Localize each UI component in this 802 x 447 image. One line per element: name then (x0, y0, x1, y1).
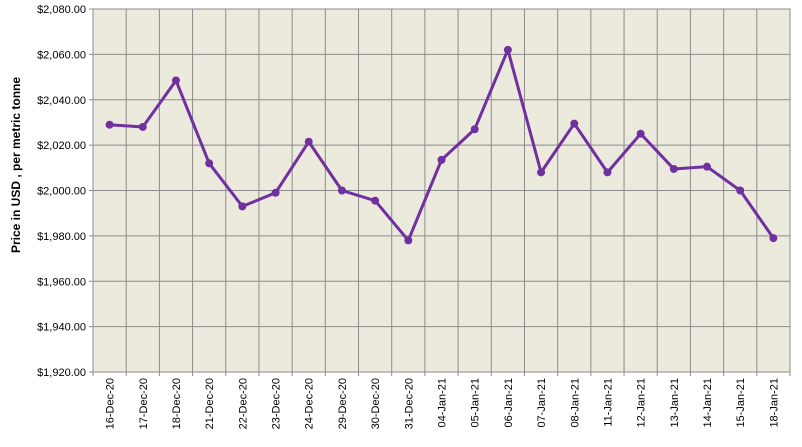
x-tick-label: 15-Jan-21 (735, 378, 747, 428)
data-point (271, 188, 280, 197)
y-tick-label: $1,980.00 (37, 231, 86, 243)
data-point (337, 186, 346, 195)
y-tick-label: $1,960.00 (37, 276, 86, 288)
x-tick-label: 29-Dec-20 (337, 378, 349, 429)
x-tick-label: 07-Jan-21 (536, 378, 548, 428)
data-point (669, 164, 678, 173)
y-axis-ticks: $2,080.00 $2,060.00 $2,040.00 $2,020.00 $2,0… (37, 4, 93, 379)
x-tick-label: 31-Dec-20 (403, 378, 415, 429)
x-tick-label: 23-Dec-20 (271, 378, 283, 429)
y-tick-label: $2,000.00 (37, 186, 86, 198)
y-tick-label: $2,020.00 (37, 140, 86, 152)
grid-lines (93, 9, 790, 372)
x-tick-label: 06-Jan-21 (503, 378, 515, 428)
x-tick-label: 30-Dec-20 (370, 378, 382, 429)
data-point (437, 155, 446, 164)
data-point (703, 162, 712, 171)
y-tick-label: $2,080.00 (37, 4, 86, 16)
data-point (238, 202, 247, 211)
data-point (736, 186, 745, 195)
x-tick-label: 11-Jan-21 (602, 378, 614, 427)
data-point (769, 234, 778, 243)
y-tick-label: $2,060.00 (37, 49, 86, 61)
y-tick-label: $2,040.00 (37, 95, 86, 107)
data-point (570, 119, 579, 128)
data-point (537, 168, 546, 177)
x-tick-label: 18-Jan-21 (768, 378, 780, 428)
x-tick-label: 08-Jan-21 (569, 378, 581, 428)
data-point (304, 137, 313, 146)
x-tick-label: 22-Dec-20 (237, 378, 249, 429)
data-point (404, 236, 413, 245)
x-tick-label: 13-Jan-21 (669, 378, 681, 428)
data-point (603, 168, 612, 177)
x-tick-label: 14-Jan-21 (702, 378, 714, 428)
data-point (636, 129, 645, 138)
x-axis-ticks: 16-Dec-20 17-Dec-20 18-Dec-20 21-Dec-20 22-D… (92, 372, 791, 429)
x-tick-label: 05-Jan-21 (470, 378, 482, 428)
data-point (171, 76, 180, 85)
y-tick-label: $1,920.00 (37, 367, 86, 379)
data-point (470, 125, 479, 134)
data-point (205, 159, 214, 168)
y-tick-label: $1,940.00 (37, 322, 86, 334)
x-tick-label: 17-Dec-20 (138, 378, 150, 429)
x-tick-label: 24-Dec-20 (304, 378, 316, 429)
x-tick-label: 12-Jan-21 (636, 378, 648, 428)
series-layer (105, 45, 778, 245)
x-tick-label: 18-Dec-20 (171, 378, 183, 429)
data-point (138, 122, 147, 131)
data-point (503, 45, 512, 54)
x-tick-label: 16-Dec-20 (105, 378, 117, 429)
y-axis-title: Price in USD , per metric tonne (9, 77, 23, 253)
data-point (371, 196, 380, 205)
data-point (105, 120, 114, 129)
x-tick-label: 04-Jan-21 (437, 378, 449, 428)
x-tick-label: 21-Dec-20 (204, 378, 216, 429)
